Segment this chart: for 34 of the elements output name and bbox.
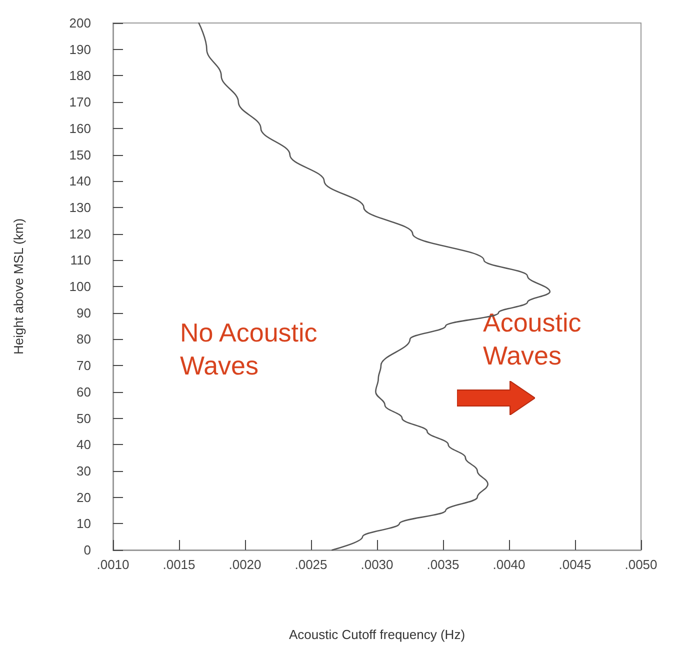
x-tick-label: .0050	[624, 557, 658, 572]
y-tick-label: 40	[76, 437, 91, 452]
x-tick-label: .0040	[492, 557, 526, 572]
y-tick-label: 20	[76, 490, 91, 505]
y-tick-label: 30	[76, 463, 91, 478]
y-tick-label: 200	[69, 16, 91, 30]
y-tick-label: 160	[69, 120, 91, 136]
y-tick-label: 150	[69, 147, 91, 162]
y-tick-label: 0	[84, 542, 91, 558]
x-tick-label: .0020	[228, 557, 262, 572]
y-tick-label: 60	[76, 384, 91, 400]
x-axis-title: Acoustic Cutoff frequency (Hz)	[288, 627, 466, 642]
x-tick-label: .0015	[162, 557, 196, 572]
y-tick-label: 80	[76, 332, 91, 347]
x-tick-label: .0025	[294, 557, 328, 572]
y-tick-label: 180	[69, 68, 91, 84]
y-tick-label: 190	[69, 42, 91, 57]
y-tick-label: 70	[76, 358, 91, 374]
x-tick-label: .0030	[360, 557, 394, 572]
y-tick-label: 130	[69, 200, 91, 215]
y-tick-label: 110	[70, 252, 91, 268]
y-tick-label: 140	[69, 174, 91, 189]
x-tick-label: .0035	[426, 557, 460, 572]
y-tick-label: 50	[76, 410, 91, 426]
x-tick-label: .0045	[558, 557, 592, 572]
y-axis-title: Height above MSL (km)	[11, 218, 26, 355]
annotation: Acoustic Waves	[483, 308, 582, 370]
y-tick-label: 120	[69, 226, 91, 242]
y-tick-label: 170	[69, 94, 91, 110]
annotation: No Acoustic Waves	[180, 318, 318, 380]
y-tick-label: 90	[76, 305, 91, 320]
x-tick-label: .0010	[96, 557, 130, 572]
y-tick-label: 10	[76, 516, 91, 532]
y-tick-label: 100	[69, 279, 91, 294]
